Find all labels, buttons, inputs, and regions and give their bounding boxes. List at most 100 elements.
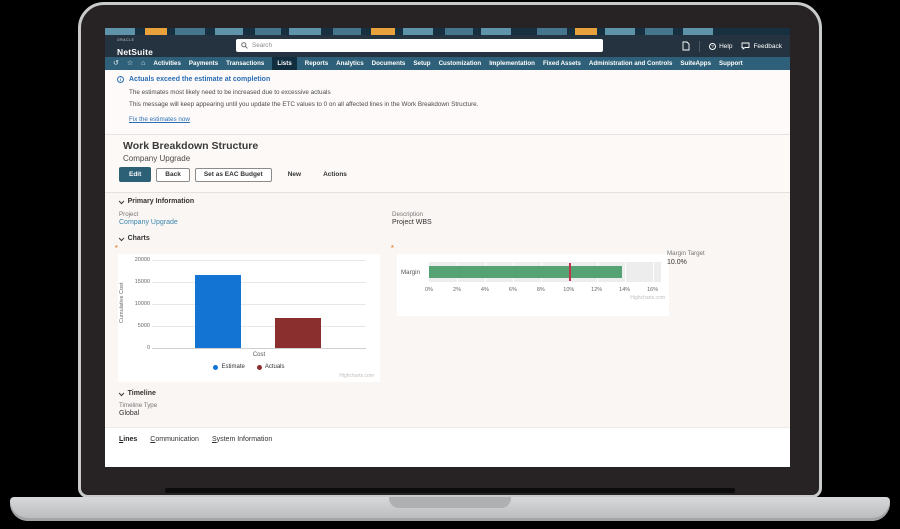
nav-item-implementation[interactable]: Implementation: [489, 60, 535, 67]
recent-records-icon[interactable]: ↺: [113, 60, 119, 67]
gridline: [152, 282, 366, 283]
shortcuts-star-icon[interactable]: ☆: [126, 60, 134, 67]
feedback-label: Feedback: [753, 42, 782, 50]
nav-item-activities[interactable]: Activities: [153, 60, 181, 67]
charts-title: Charts: [127, 235, 150, 242]
info-icon: i: [117, 76, 124, 83]
main-nav-bar: ↺ ☆ ⌂ Activities Payments Transactions List…: [105, 57, 790, 70]
global-search-input[interactable]: Search: [236, 39, 603, 52]
strip-block: [395, 28, 403, 35]
tab-lines[interactable]: Lines: [119, 436, 138, 443]
strip-block: [635, 28, 645, 35]
project-value-link[interactable]: Company Upgrade: [119, 219, 178, 226]
new-button[interactable]: New: [287, 171, 302, 178]
home-icon[interactable]: ⌂: [141, 60, 146, 67]
search-icon: [241, 42, 248, 49]
toolbar: Edit Back Set as EAC Budget New Actions: [119, 167, 353, 182]
help-button[interactable]: ? Help: [709, 42, 732, 50]
strip-block: [281, 28, 289, 35]
alert-title: Actuals exceed the estimate at completio…: [129, 76, 271, 83]
estimate-alert-banner: i Actuals exceed the estimate at complet…: [105, 70, 790, 135]
nav-item-payments[interactable]: Payments: [188, 60, 219, 67]
strip-block: [481, 28, 511, 35]
search-placeholder: Search: [252, 42, 272, 49]
strip-block: [605, 28, 635, 35]
nav-item-fixed-assets[interactable]: Fixed Assets: [542, 60, 581, 67]
nav-item-setup[interactable]: Setup: [413, 60, 431, 67]
nav-item-suiteapps[interactable]: SuiteApps: [680, 60, 712, 67]
charts-section-header[interactable]: Charts: [118, 235, 150, 242]
legend-item-actuals[interactable]: Actuals: [256, 364, 285, 370]
gridline: [152, 304, 366, 305]
strip-block: [145, 28, 167, 35]
primary-information-title: Primary Information: [127, 198, 195, 205]
margin-tick-label: 16%: [647, 287, 659, 293]
laptop-base-notch: [389, 497, 511, 508]
primary-information-section-header[interactable]: Primary Information: [118, 198, 195, 205]
page-subtitle: Company Upgrade: [123, 154, 191, 163]
strip-block: [215, 28, 243, 35]
margin-tick-label: 0%: [425, 287, 433, 293]
margin-gridline: [624, 262, 626, 282]
y-tick-label: 0: [146, 345, 150, 351]
set-eac-budget-button[interactable]: Set as EAC Budget: [194, 167, 272, 182]
strip-block: [403, 28, 433, 35]
subtabs-band: [105, 427, 790, 467]
bar-chart-x-axis-title: Cost: [252, 352, 266, 358]
timeline-section-header[interactable]: Timeline: [118, 390, 156, 397]
strip-block: [473, 28, 481, 35]
tab-system-information[interactable]: System Information: [211, 436, 273, 443]
page-title: Work Breakdown Structure: [123, 140, 259, 152]
edit-button[interactable]: Edit: [119, 167, 152, 182]
project-label: Project: [119, 211, 139, 218]
nav-item-administration-and-controls[interactable]: Administration and Controls: [588, 60, 673, 67]
bar-chart-legend: Estimate Actuals: [118, 364, 380, 370]
highcharts-credit[interactable]: Highcharts.com: [339, 373, 374, 379]
strip-block: [205, 28, 215, 35]
chevron-down-icon: [118, 198, 125, 204]
back-button[interactable]: Back: [156, 167, 190, 182]
highcharts-credit[interactable]: Highcharts.com: [630, 295, 665, 301]
netsuite-screen: ORACLE NetSuite Search ? Help Fe: [105, 28, 790, 467]
gridline: [152, 260, 366, 261]
margin-track: [429, 262, 661, 282]
timeline-type-label: Timeline Type: [119, 402, 158, 409]
fix-estimates-link[interactable]: Fix the estimates now: [129, 116, 190, 123]
margin-tick-label: 4%: [480, 287, 489, 293]
decor-pattern-strip: [105, 28, 790, 35]
feedback-button[interactable]: Feedback: [741, 42, 782, 50]
nav-item-transactions[interactable]: Transactions: [226, 60, 265, 67]
required-asterisk: *: [115, 245, 118, 252]
nav-item-documents[interactable]: Documents: [371, 60, 406, 67]
nav-item-reports[interactable]: Reports: [304, 60, 329, 67]
legend-dot: [256, 364, 262, 370]
strip-block: [135, 28, 145, 35]
bar-estimate[interactable]: [195, 275, 242, 348]
strip-block: [433, 28, 445, 35]
strip-block: [167, 28, 175, 35]
tab-communication[interactable]: Communication: [150, 436, 199, 443]
bar-actuals[interactable]: [274, 318, 321, 348]
strip-block: [361, 28, 371, 35]
y-tick-label: 10000: [134, 301, 150, 307]
y-tick-label: 5000: [137, 323, 150, 329]
nav-item-support[interactable]: Support: [719, 60, 743, 67]
actions-button[interactable]: Actions: [323, 171, 347, 178]
nav-item-lists[interactable]: Lists: [272, 57, 297, 70]
netsuite-logo[interactable]: ORACLE NetSuite: [117, 38, 153, 60]
margin-tick-label: 10%: [563, 287, 575, 293]
bar-chart-y-tick-labels: 0 5000 10000 15000 20000: [126, 256, 150, 351]
strip-block: [511, 28, 537, 35]
feedback-bubble-icon: [742, 42, 750, 50]
quick-add-page-icon[interactable]: [682, 41, 690, 51]
legend-item-estimate[interactable]: Estimate: [213, 364, 245, 370]
nav-item-analytics[interactable]: Analytics: [336, 60, 364, 67]
margin-bullet-chart-card: Margin 0% 2% 4% 6% 8% 10% 12% 14% 16% Highcharts…: [397, 254, 669, 316]
margin-tick-label: 8%: [536, 287, 545, 293]
laptop-hinge: [165, 488, 735, 493]
margin-tick-label: 2%: [453, 287, 461, 293]
strip-block: [445, 28, 473, 35]
nav-item-customization[interactable]: Customization: [438, 60, 482, 67]
margin-target-value: 10.0%: [667, 259, 687, 266]
strip-block: [255, 28, 281, 35]
